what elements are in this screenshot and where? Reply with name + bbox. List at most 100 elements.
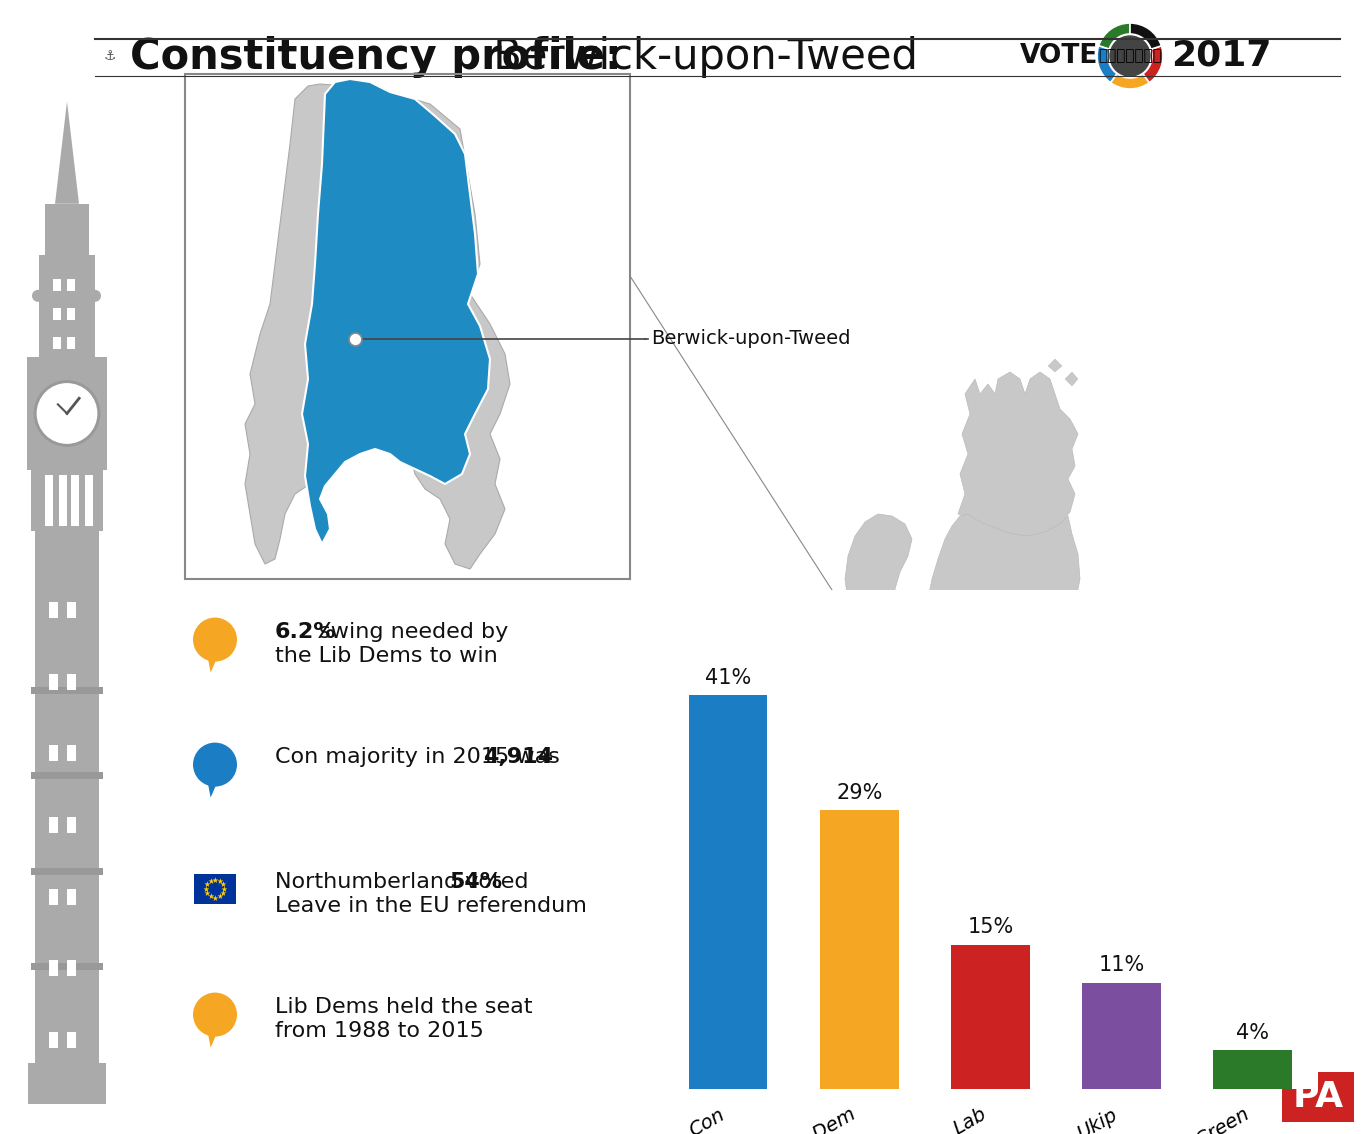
- Bar: [820, 811, 899, 1089]
- Bar: [36, 531, 98, 1063]
- Text: 🏴󠁧󠁢󠁥󠁮󠁧󠁿: 🏴󠁧󠁢󠁥󠁮󠁧󠁿: [1098, 49, 1162, 64]
- Bar: [71, 475, 79, 526]
- Polygon shape: [245, 84, 510, 569]
- Bar: [53, 308, 61, 320]
- Bar: [49, 674, 57, 689]
- Bar: [194, 874, 236, 904]
- Text: Berwick-upon-Tweed: Berwick-upon-Tweed: [479, 36, 918, 78]
- Text: 11%: 11%: [1098, 956, 1145, 975]
- Text: 6.2%: 6.2%: [275, 623, 336, 642]
- Text: ★: ★: [216, 877, 223, 886]
- Text: Con majority in 2015 was: Con majority in 2015 was: [275, 747, 567, 767]
- Polygon shape: [1065, 372, 1078, 386]
- Bar: [951, 945, 1030, 1089]
- Bar: [1283, 1072, 1354, 1122]
- Wedge shape: [1130, 23, 1161, 49]
- Polygon shape: [55, 101, 79, 204]
- Bar: [184, 74, 630, 579]
- Text: ★: ★: [216, 892, 223, 902]
- Circle shape: [34, 380, 100, 447]
- Bar: [67, 745, 75, 761]
- Text: ★: ★: [212, 875, 219, 885]
- Text: Northumberland voted: Northumberland voted: [275, 872, 535, 892]
- Bar: [49, 745, 57, 761]
- Polygon shape: [208, 655, 219, 672]
- Text: ★: ★: [204, 889, 210, 898]
- Bar: [31, 687, 102, 694]
- Wedge shape: [1143, 45, 1162, 83]
- Text: 54%: 54%: [449, 872, 503, 892]
- Text: ★: ★: [220, 885, 227, 894]
- Text: Lib Dems held the seat: Lib Dems held the seat: [275, 997, 533, 1017]
- Polygon shape: [302, 79, 490, 544]
- Bar: [1213, 1050, 1292, 1089]
- Text: 15%: 15%: [967, 917, 1014, 937]
- Bar: [85, 475, 93, 526]
- Bar: [49, 1032, 57, 1048]
- Bar: [31, 868, 102, 874]
- Text: 4%: 4%: [1236, 1023, 1269, 1042]
- Text: ★: ★: [220, 889, 227, 898]
- Bar: [45, 475, 53, 526]
- Text: 41%: 41%: [705, 668, 751, 687]
- Wedge shape: [1097, 45, 1117, 83]
- Circle shape: [1111, 36, 1150, 76]
- Bar: [27, 1063, 107, 1105]
- Text: Leave in the EU referendum: Leave in the EU referendum: [275, 896, 587, 916]
- Bar: [688, 695, 768, 1089]
- Text: from 1988 to 2015: from 1988 to 2015: [275, 1021, 484, 1041]
- Text: 29%: 29%: [836, 782, 882, 803]
- Text: ★: ★: [212, 894, 219, 903]
- Bar: [67, 602, 75, 618]
- Wedge shape: [1098, 23, 1130, 49]
- Text: ★: ★: [202, 885, 209, 894]
- Bar: [27, 357, 107, 469]
- Circle shape: [37, 383, 97, 443]
- Bar: [67, 1032, 75, 1048]
- Bar: [67, 337, 75, 349]
- Bar: [67, 816, 75, 833]
- Text: swing needed by: swing needed by: [311, 623, 508, 642]
- Bar: [49, 960, 57, 976]
- Text: ★: ★: [204, 880, 210, 889]
- Polygon shape: [958, 372, 1078, 536]
- Bar: [53, 279, 61, 291]
- Text: Berwick-upon-Tweed: Berwick-upon-Tweed: [652, 330, 851, 348]
- Bar: [45, 204, 89, 255]
- Bar: [59, 475, 67, 526]
- Text: ★: ★: [208, 877, 214, 886]
- Bar: [31, 772, 102, 779]
- Text: PA: PA: [1292, 1080, 1344, 1114]
- Polygon shape: [846, 514, 912, 666]
- Text: 2015 result: 2015 result: [1004, 922, 1165, 946]
- Text: ★: ★: [220, 880, 227, 889]
- Circle shape: [193, 743, 236, 787]
- Bar: [67, 279, 75, 291]
- Bar: [67, 674, 75, 689]
- Bar: [49, 602, 57, 618]
- Polygon shape: [208, 1030, 219, 1048]
- Bar: [31, 469, 102, 531]
- Text: ★: ★: [208, 892, 214, 902]
- Bar: [1082, 983, 1161, 1089]
- Polygon shape: [1048, 359, 1061, 372]
- Circle shape: [193, 618, 236, 661]
- Text: Constituency profile:: Constituency profile:: [130, 36, 622, 78]
- Text: VOTE: VOTE: [1020, 43, 1098, 69]
- Text: 4,914: 4,914: [484, 747, 553, 767]
- Bar: [49, 889, 57, 905]
- Circle shape: [193, 992, 236, 1036]
- Circle shape: [31, 290, 44, 302]
- Bar: [67, 889, 75, 905]
- Wedge shape: [1111, 74, 1149, 88]
- Text: the Lib Dems to win: the Lib Dems to win: [275, 646, 497, 666]
- Text: 2017: 2017: [1171, 39, 1272, 73]
- Bar: [31, 963, 102, 971]
- Polygon shape: [208, 780, 219, 797]
- Polygon shape: [895, 514, 1085, 906]
- Bar: [53, 337, 61, 349]
- Bar: [67, 960, 75, 976]
- Circle shape: [89, 290, 101, 302]
- Bar: [40, 255, 96, 357]
- Bar: [49, 816, 57, 833]
